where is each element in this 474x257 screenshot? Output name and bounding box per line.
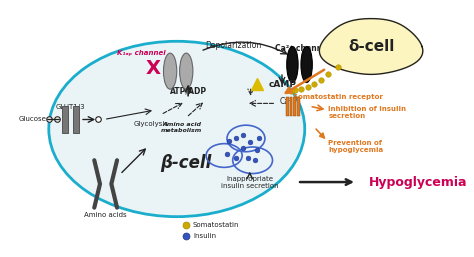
Text: β-cell: β-cell <box>161 154 212 172</box>
Text: Somatostatin: Somatostatin <box>193 222 239 228</box>
Bar <box>290 97 292 116</box>
Text: Inhibition of insulin
secretion: Inhibition of insulin secretion <box>328 106 406 119</box>
Ellipse shape <box>49 41 305 217</box>
Polygon shape <box>73 106 79 133</box>
Text: Inappropriate
insulin secretion: Inappropriate insulin secretion <box>221 176 279 189</box>
Ellipse shape <box>164 53 177 89</box>
Text: X: X <box>146 59 161 78</box>
Polygon shape <box>63 106 68 133</box>
Text: Amino acid
metabolism: Amino acid metabolism <box>161 122 202 133</box>
Ellipse shape <box>301 47 312 82</box>
Text: Glucose: Glucose <box>18 116 46 123</box>
Text: Ca²⁺ channel: Ca²⁺ channel <box>275 44 330 53</box>
Text: cAMP: cAMP <box>269 80 297 89</box>
Text: Glycolysis: Glycolysis <box>134 121 169 127</box>
Text: GLUT1/3: GLUT1/3 <box>56 104 85 110</box>
Bar <box>293 97 296 116</box>
Ellipse shape <box>287 47 298 82</box>
Text: δ-cell: δ-cell <box>348 39 394 54</box>
Ellipse shape <box>180 53 193 89</box>
Text: Ca²⁺: Ca²⁺ <box>279 97 296 106</box>
Text: Depolarization: Depolarization <box>206 41 262 50</box>
Bar <box>286 97 289 116</box>
Text: Insulin: Insulin <box>193 233 216 239</box>
Text: ATP/ADP: ATP/ADP <box>170 87 207 96</box>
Text: Hypoglycemia: Hypoglycemia <box>369 176 468 189</box>
Bar <box>297 97 300 116</box>
Text: Amino acids: Amino acids <box>84 212 127 218</box>
Text: K₁ₐₚ channel: K₁ₐₚ channel <box>118 50 166 56</box>
Text: Prevention of
hypoglycemia: Prevention of hypoglycemia <box>328 140 383 153</box>
Polygon shape <box>319 19 423 75</box>
Text: Somatostatin receptor: Somatostatin receptor <box>293 94 383 100</box>
